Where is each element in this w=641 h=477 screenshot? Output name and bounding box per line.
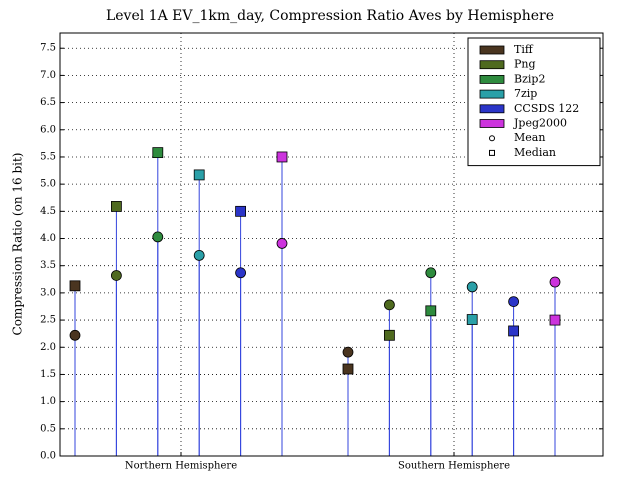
mean-marker xyxy=(276,238,288,249)
mean-marker xyxy=(152,231,164,243)
mean-marker xyxy=(383,299,395,311)
median-marker xyxy=(466,314,478,325)
legend-marker xyxy=(489,135,495,142)
median-marker xyxy=(383,329,395,341)
legend-label: Bzip2 xyxy=(514,72,545,85)
legend-swatch xyxy=(479,119,505,128)
mean-marker xyxy=(235,267,247,279)
y-tick-label: 2.5 xyxy=(40,315,56,326)
x-tick-label: Southern Hemisphere xyxy=(398,461,510,472)
y-tick-label: 6.5 xyxy=(40,97,56,108)
legend-swatch xyxy=(479,60,505,70)
y-tick-label: 7.0 xyxy=(40,70,56,81)
x-tick-label: Northern Hemisphere xyxy=(125,461,237,472)
legend-swatch xyxy=(479,75,505,84)
plot-frame xyxy=(59,32,604,457)
y-tick-label: 0.5 xyxy=(40,423,56,434)
y-tick-label: 4.5 xyxy=(40,206,56,217)
legend-label: Png xyxy=(514,58,536,71)
y-tick-label: 0.0 xyxy=(40,451,56,462)
mean-marker xyxy=(466,281,478,293)
median-marker xyxy=(276,151,288,163)
median-marker xyxy=(235,205,247,217)
y-tick-label: 4.0 xyxy=(40,233,56,244)
mean-marker xyxy=(69,329,81,341)
mean-marker xyxy=(193,249,205,261)
y-tick-label: 3.0 xyxy=(40,287,56,298)
y-tick-label: 1.0 xyxy=(40,396,56,407)
median-marker xyxy=(342,363,354,375)
legend-label: 7zip xyxy=(514,87,537,100)
y-tick-label: 2.0 xyxy=(40,342,56,353)
y-tick-label: 3.5 xyxy=(40,260,56,271)
y-tick-label: 1.5 xyxy=(40,369,56,380)
median-marker xyxy=(152,147,164,159)
median-marker xyxy=(508,325,520,337)
mean-marker xyxy=(342,346,354,358)
legend-marker xyxy=(489,149,495,156)
median-marker xyxy=(69,280,81,292)
y-tick-label: 5.5 xyxy=(40,151,56,162)
y-tick-label: 5.0 xyxy=(40,179,56,190)
y-tick-label: 6.0 xyxy=(40,124,56,135)
legend-label: Median xyxy=(514,146,556,159)
mean-marker xyxy=(508,296,519,307)
legend-box xyxy=(467,37,601,167)
legend-label: CCSDS 122 xyxy=(514,102,579,115)
y-axis-label: Compression Ratio (on 16 bit) xyxy=(11,153,25,336)
mean-marker xyxy=(425,267,437,279)
median-marker xyxy=(425,305,437,317)
chart-title: Level 1A EV_1km_day, Compression Ratio A… xyxy=(106,8,554,24)
median-marker xyxy=(549,314,561,326)
mean-marker xyxy=(111,270,122,281)
legend-label: Tiff xyxy=(514,43,534,56)
mean-marker xyxy=(549,276,561,288)
y-tick-label: 7.5 xyxy=(40,43,56,54)
legend-swatch xyxy=(479,45,505,55)
median-marker xyxy=(193,169,205,181)
legend-swatch xyxy=(479,89,505,99)
legend-swatch xyxy=(479,104,505,114)
legend-label: Jpeg2000 xyxy=(513,117,567,130)
median-marker xyxy=(111,201,122,212)
legend-label: Mean xyxy=(514,131,545,144)
